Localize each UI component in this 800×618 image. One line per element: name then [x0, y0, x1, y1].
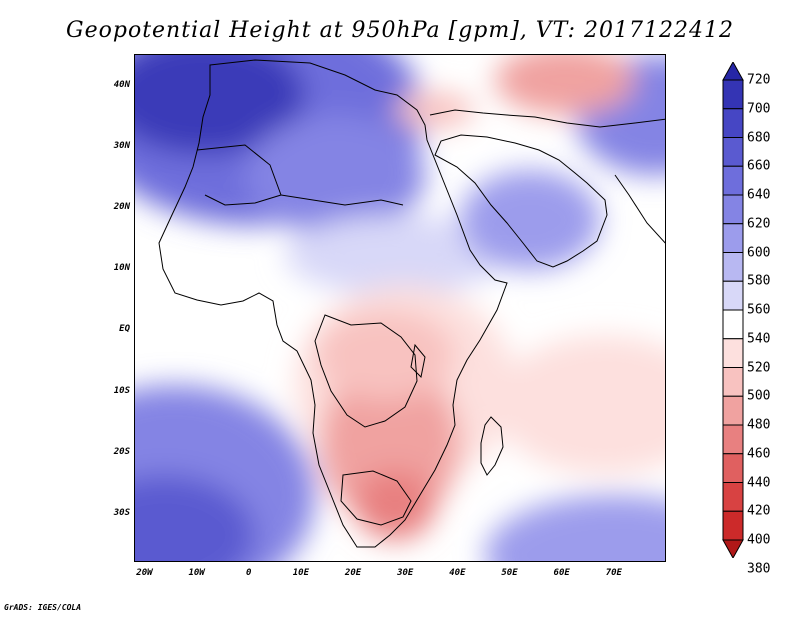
lon-tick-label: 60E	[553, 568, 570, 578]
map-panel	[134, 54, 666, 562]
lon-tick-label: 20W	[136, 568, 153, 578]
south-atlantic-core	[135, 475, 255, 561]
lat-tick-label: 40N	[113, 79, 130, 90]
colorbar-swatch	[722, 223, 744, 253]
colorbar-swatch	[722, 108, 744, 138]
africa-coastline	[158, 59, 508, 548]
lon-tick-label: 10W	[188, 568, 205, 578]
colorbar-swatch	[722, 453, 744, 483]
lon-tick-label: 40E	[449, 568, 466, 578]
colorbar-level-label: 460	[747, 446, 771, 462]
lon-tick-label: 10E	[292, 568, 310, 578]
colorbar-level-label: 500	[747, 388, 771, 404]
colorbar-swatch	[722, 367, 744, 397]
lat-tick-label: 20N	[113, 202, 130, 212]
colorbar-level-label: 540	[747, 331, 771, 347]
colorbar-swatch	[722, 482, 744, 512]
colorbar-level-label: 440	[747, 475, 771, 490]
iran-low	[495, 55, 635, 115]
indian-ocean-low	[495, 335, 665, 475]
lon-tick-label: 30E	[397, 568, 414, 578]
colorbar-bottom-arrow	[722, 539, 744, 558]
colorbar-level-label: 680	[747, 130, 771, 145]
colorbar-level-label: 380	[747, 561, 771, 577]
shaded-height-field	[135, 55, 665, 561]
central-africa-border	[314, 314, 418, 428]
sahel-border	[280, 194, 404, 206]
southern-africa-border	[340, 470, 412, 526]
sahel-ridge	[285, 215, 505, 295]
colorbar-swatch	[722, 510, 744, 541]
colorbar-level-label: 620	[747, 216, 771, 232]
credit-text: GrADS: IGES/COLA	[4, 603, 82, 612]
height-field-map	[135, 55, 665, 561]
lon-tick-label: 0	[246, 568, 252, 578]
colorbar-level-label: 640	[747, 187, 771, 203]
colorbar-level-label: 700	[747, 101, 771, 117]
levant-low	[395, 92, 475, 128]
colorbar-level-label: 400	[747, 532, 771, 548]
lon-tick-label: 70E	[605, 568, 622, 578]
lake-victoria	[410, 343, 426, 379]
kalahari-low-core	[355, 470, 435, 540]
colorbar-swatch	[722, 309, 744, 340]
india-coastline	[614, 174, 665, 244]
lat-tick-label: EQ	[119, 324, 130, 335]
arabian-high	[460, 170, 600, 270]
colorbar-level-label: 720	[747, 72, 771, 88]
coastlines	[158, 59, 665, 548]
colorbar-top-arrow	[722, 62, 744, 81]
colorbar-swatch	[722, 252, 744, 282]
colorbar-level-label: 560	[747, 302, 771, 318]
madagascar-coastline	[480, 416, 504, 476]
lat-tick-label: 30S	[113, 508, 130, 519]
colorbar-swatch	[722, 165, 744, 196]
north-high-core	[135, 55, 305, 155]
colorbar-swatch	[722, 280, 744, 311]
lon-tick-label: 50E	[501, 568, 518, 578]
colorbar-swatch	[722, 194, 744, 225]
lat-tick-label: 30N	[113, 140, 130, 151]
colorbar-level-label: 580	[747, 273, 771, 289]
arabia-coastline	[434, 134, 608, 268]
sahara-high	[245, 115, 425, 235]
colorbar-level-label: 480	[747, 417, 771, 433]
colorbar-swatch	[722, 395, 744, 426]
south-indian-high	[485, 495, 665, 561]
colorbar-level-label: 520	[747, 360, 771, 375]
lat-tick-label: 10S	[113, 385, 130, 396]
chart-title: Geopotential Height at 950hPa [gpm], VT:…	[66, 18, 734, 43]
lat-tick-label: 20S	[113, 446, 130, 457]
colorbar-swatch	[722, 424, 744, 455]
colorbar-level-label: 660	[747, 158, 771, 174]
colorbar-level-label: 420	[747, 503, 771, 519]
lat-tick-label: 10N	[113, 263, 130, 274]
congo-low	[315, 310, 455, 400]
lon-tick-label: 20E	[344, 568, 362, 578]
colorbar-swatch	[722, 137, 744, 167]
north-coastline	[429, 109, 665, 128]
colorbar-level-label: 600	[747, 245, 771, 260]
colorbar-swatch	[722, 338, 744, 368]
colorbar	[722, 62, 744, 558]
colorbar-swatch	[722, 79, 744, 110]
